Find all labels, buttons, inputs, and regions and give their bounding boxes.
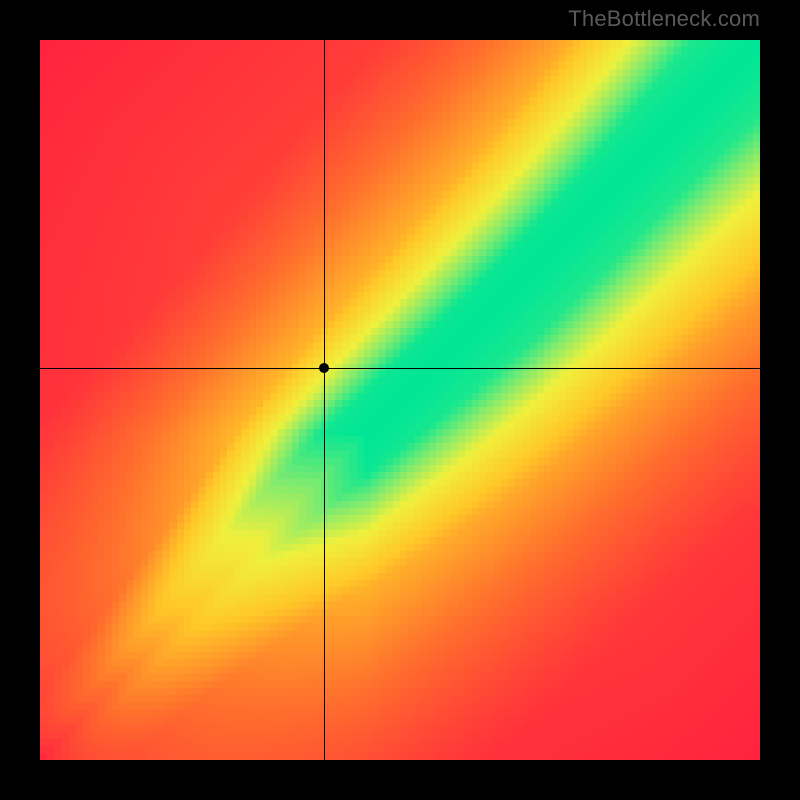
crosshair-marker <box>319 363 329 373</box>
chart-container: { "watermark": "TheBottleneck.com", "typ… <box>0 0 800 800</box>
crosshair-horizontal <box>40 368 760 369</box>
crosshair-vertical <box>324 40 325 760</box>
heatmap-canvas <box>40 40 760 760</box>
watermark-text: TheBottleneck.com <box>568 6 760 32</box>
